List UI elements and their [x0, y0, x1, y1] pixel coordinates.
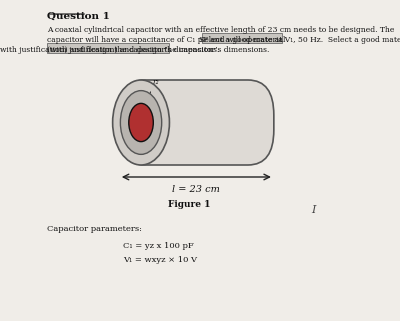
Text: capacitor will have a capacitance of C₁ pF and will operate at V₁, 50 Hz.  Selec: capacitor will have a capacitance of C₁ … — [47, 36, 400, 44]
Text: (with justification) and design the capacitor’s dimensions.: (with justification) and design the capa… — [0, 46, 219, 54]
Text: A coaxial cylindrical capacitor with an effective length of 23 cm needs to be de: A coaxial cylindrical capacitor with an … — [47, 26, 395, 34]
Text: r₂: r₂ — [153, 78, 160, 86]
Text: C₁ = yz x 100 pF: C₁ = yz x 100 pF — [122, 242, 193, 250]
FancyBboxPatch shape — [47, 43, 170, 53]
Text: Figure 1: Figure 1 — [168, 200, 210, 209]
Ellipse shape — [129, 103, 153, 142]
Text: V₁ = wxyz × 10 V: V₁ = wxyz × 10 V — [122, 256, 196, 264]
Text: Select a good material: Select a good material — [199, 36, 285, 44]
Text: r₁: r₁ — [138, 144, 145, 152]
Text: I: I — [311, 205, 315, 215]
Text: l = 23 cm: l = 23 cm — [172, 185, 220, 194]
Text: (with justification) and design the capacitor’s dimensions.: (with justification) and design the capa… — [47, 46, 270, 54]
FancyBboxPatch shape — [119, 80, 274, 165]
Ellipse shape — [120, 91, 162, 154]
FancyBboxPatch shape — [202, 33, 282, 43]
Text: Capacitor parameters:: Capacitor parameters: — [47, 225, 142, 233]
Text: Question 1: Question 1 — [47, 12, 110, 21]
Ellipse shape — [113, 80, 170, 165]
